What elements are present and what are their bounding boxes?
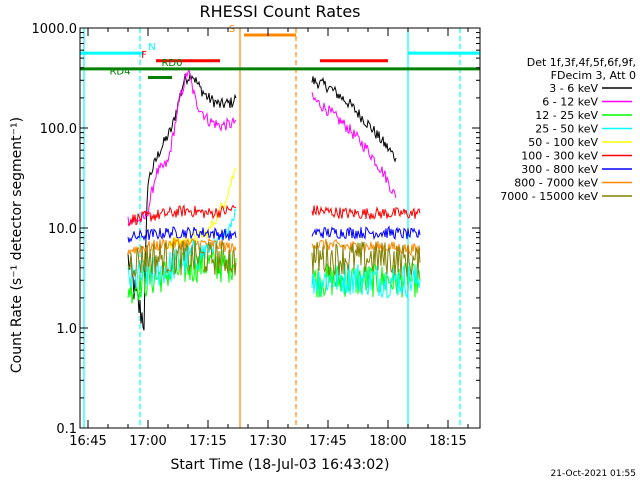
y-tick-label-0: 0.1 <box>56 422 77 437</box>
x-tick-label-0: 16:45 <box>69 434 106 449</box>
series-line-5-seg-0 <box>127 204 237 226</box>
series-line-4-seg-0 <box>167 167 237 249</box>
legend-label-5: 100 - 300 keV <box>521 150 598 163</box>
flag-label-f: F <box>141 50 147 61</box>
series-line-1-seg-1 <box>311 92 397 199</box>
series-line-6-seg-0 <box>127 226 237 243</box>
chart-title: RHESSI Count Rates <box>200 2 361 21</box>
series-line-3-seg-0 <box>127 207 237 289</box>
legend-header-line-1: FDecim 3, Att 0 <box>551 69 636 82</box>
x-tick-label-5: 18:00 <box>369 434 406 449</box>
footer-date: 21-Oct-2021 01:55 <box>551 469 636 479</box>
y-tick-label-3: 100.0 <box>40 122 77 137</box>
legend-label-6: 300 - 800 keV <box>521 163 598 176</box>
legend-label-2: 12 - 25 keV <box>535 109 598 122</box>
series-line-8-seg-0 <box>127 240 237 277</box>
series-line-1-seg-0 <box>127 68 237 227</box>
x-tick-label-3: 17:30 <box>249 434 286 449</box>
legend-header: Det 1f,3f,4f,5f,6f,9f,FDecim 3, Att 0 <box>527 56 636 82</box>
legend-label-3: 25 - 50 keV <box>535 123 598 136</box>
series-line-6-seg-1 <box>311 225 421 240</box>
series-line-0-seg-0 <box>127 73 237 331</box>
flag-label-n: N <box>148 42 155 53</box>
flag-label-s: S <box>229 24 235 35</box>
series-line-3-seg-1 <box>311 262 421 299</box>
flag-label-rd4: RD4 <box>109 66 130 77</box>
x-tick-label-2: 17:15 <box>189 434 226 449</box>
x-tick-label-4: 17:45 <box>309 434 346 449</box>
legend-header-line-0: Det 1f,3f,4f,5f,6f,9f, <box>527 56 636 69</box>
series-line-5-seg-1 <box>311 205 421 220</box>
series-line-0-seg-1 <box>311 76 397 163</box>
legend-label-8: 7000 - 15000 keV <box>500 190 598 203</box>
x-tick-label-1: 17:00 <box>129 434 166 449</box>
y-tick-label-2: 10.0 <box>48 222 77 237</box>
y-tick-label-4: 1000.0 <box>32 22 78 37</box>
flag-label-rd0: RD0 <box>161 58 182 69</box>
legend-label-7: 800 - 7000 keV <box>514 177 598 190</box>
series-line-8-seg-1 <box>311 241 421 279</box>
series-line-2-seg-1 <box>311 262 421 298</box>
x-axis-label: Start Time (18-Jul-03 16:43:02) <box>170 457 389 473</box>
y-tick-label-1: 1.0 <box>56 322 77 337</box>
plot-area: N S F RD0 RD4 0.1 1.0 10.0 100.0 1000.0 16:45 17:00… <box>32 22 481 449</box>
series-line-7-seg-0 <box>127 237 237 255</box>
legend-label-0: 3 - 6 keV <box>549 82 598 95</box>
legend-label-1: 6 - 12 keV <box>542 96 598 109</box>
y-axis-label: Count Rate (s⁻¹ detector segment⁻¹) <box>9 117 25 373</box>
x-tick-label-6: 18:15 <box>429 434 466 449</box>
legend-label-4: 50 - 100 keV <box>528 136 598 149</box>
